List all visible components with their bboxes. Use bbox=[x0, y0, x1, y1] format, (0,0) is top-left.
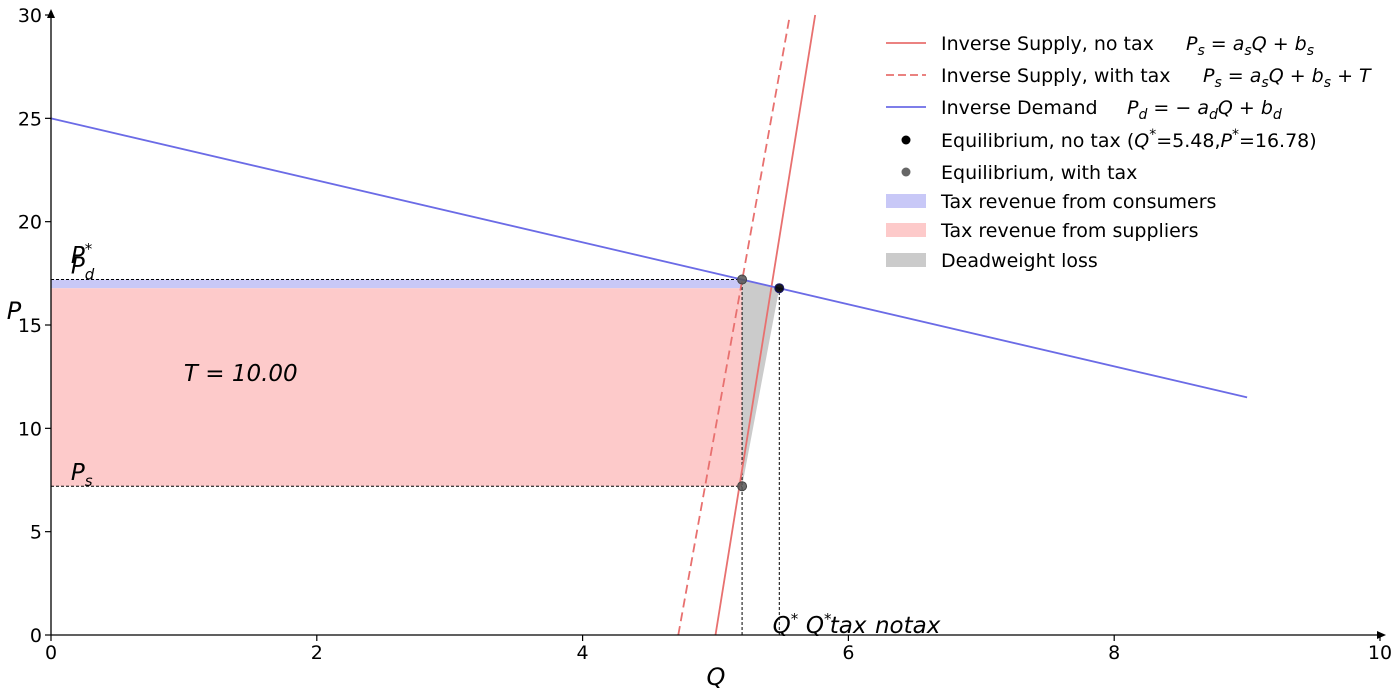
y-tick-label-2: 10 bbox=[18, 418, 42, 440]
annotation-2: Ps bbox=[71, 460, 93, 490]
legend-swatch-area-1 bbox=[886, 223, 926, 237]
y-tick-label-5: 25 bbox=[18, 108, 42, 130]
y-axis-title: P bbox=[7, 297, 22, 325]
equilibrium-point-with-tax-1 bbox=[737, 481, 748, 492]
y-tick-label-3: 15 bbox=[18, 315, 42, 337]
x-tick-label-0: 0 bbox=[45, 642, 57, 664]
legend-label-area-0: Tax revenue from consumers bbox=[940, 191, 1216, 213]
legend-label-area-1: Tax revenue from suppliers bbox=[940, 220, 1199, 242]
x-axis-title: Q bbox=[707, 663, 726, 691]
legend-label-equilibrium-no-tax: Equilibrium, no tax (Q*=5.48,P*=16.78) bbox=[941, 127, 1317, 152]
series-line-1 bbox=[677, 14, 791, 636]
y-tick-label-1: 5 bbox=[30, 522, 42, 544]
annotation-5: Q* bbox=[806, 610, 832, 639]
legend-swatch-area-2 bbox=[886, 253, 926, 267]
annotation-1: P* bbox=[71, 240, 93, 269]
y-tick-label-0: 0 bbox=[30, 625, 42, 647]
legend-label-supply-no-tax: Inverse Supply, no tax bbox=[941, 33, 1154, 55]
tick-labels: 0 2 4 6 8 10 0 5 10 15 20 25 30 bbox=[18, 5, 1392, 664]
series-line-2 bbox=[50, 117, 1248, 399]
y-tick-label-6: 30 bbox=[18, 5, 42, 27]
area-2 bbox=[742, 279, 780, 487]
annotation-0: Pd bbox=[71, 253, 95, 283]
y-axis-arrow-icon bbox=[47, 9, 55, 18]
legend-swatch-equilibrium-no-tax bbox=[901, 135, 911, 145]
area-1 bbox=[51, 288, 743, 487]
reference-lines bbox=[51, 279, 780, 635]
legend-label-supply-with-tax: Inverse Supply, with tax bbox=[941, 65, 1171, 87]
annotations: PdP*PsT = 10.00Q* Q*tax notax bbox=[71, 240, 941, 639]
legend-swatch-equilibrium-with-tax bbox=[901, 167, 911, 177]
legend: Inverse Supply, no tax Ps = asQ + bs Inver… bbox=[886, 33, 1372, 272]
x-axis-arrow-icon bbox=[1377, 631, 1386, 639]
shaded-areas bbox=[51, 279, 780, 487]
x-tick-label-5: 10 bbox=[1368, 642, 1392, 664]
legend-label-equilibrium-with-tax: Equilibrium, with tax bbox=[941, 162, 1137, 184]
annotation-6: tax bbox=[830, 613, 867, 639]
legend-label-area-2: Deadweight loss bbox=[941, 250, 1098, 272]
y-tick-label-4: 20 bbox=[18, 212, 42, 234]
annotation-7: notax bbox=[875, 613, 941, 639]
annotation-3: T = 10.00 bbox=[184, 361, 298, 387]
x-tick-label-1: 2 bbox=[311, 642, 323, 664]
legend-formula-supply-no-tax: Ps = asQ + bs bbox=[1186, 33, 1314, 59]
equilibrium-points bbox=[737, 274, 785, 492]
legend-label-demand: Inverse Demand bbox=[941, 97, 1098, 119]
legend-swatch-area-0 bbox=[886, 194, 926, 208]
annotation-4: Q* bbox=[773, 610, 799, 639]
legend-formula-demand: Pd = − adQ + bd bbox=[1127, 97, 1282, 123]
x-tick-label-3: 6 bbox=[842, 642, 854, 664]
series-lines bbox=[50, 14, 1248, 636]
equilibrium-point-no-tax bbox=[774, 283, 785, 294]
area-0 bbox=[51, 279, 743, 289]
x-tick-label-4: 8 bbox=[1108, 642, 1120, 664]
x-tick-label-2: 4 bbox=[577, 642, 589, 664]
series-line-0 bbox=[714, 14, 817, 636]
legend-formula-supply-with-tax: Ps = asQ + bs + T bbox=[1203, 65, 1372, 91]
equilibrium-point-with-tax-0 bbox=[737, 274, 748, 285]
